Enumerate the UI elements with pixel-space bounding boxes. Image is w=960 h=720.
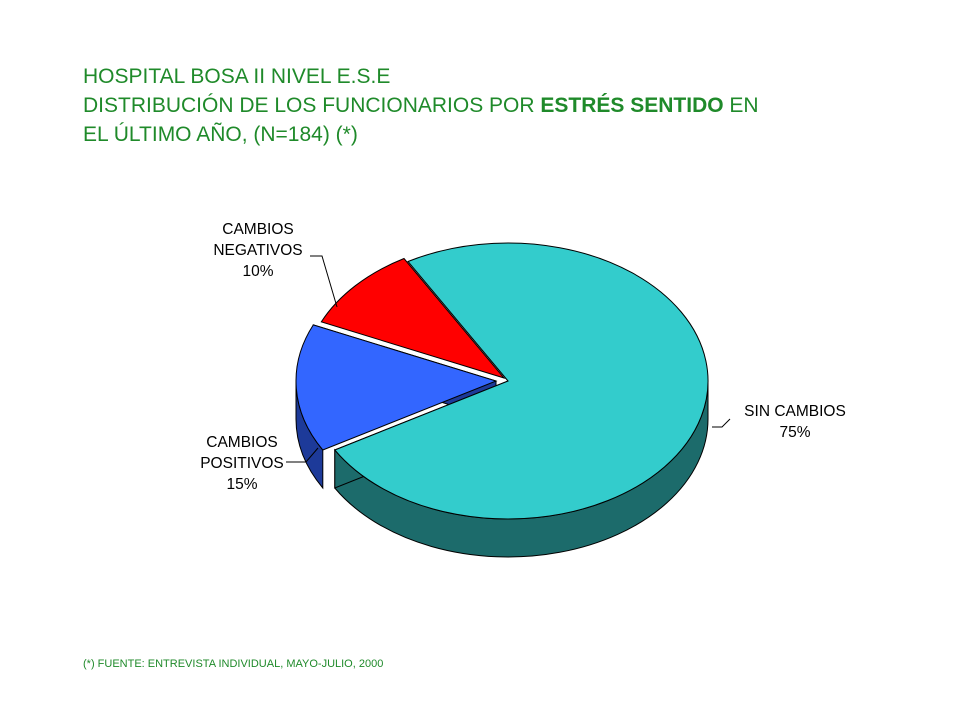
slice-0 (333, 242, 709, 520)
slice-label-2-line-0: CAMBIOS (222, 221, 293, 238)
chart-title: HOSPITAL BOSA II NIVEL E.S.E DISTRIBUCIÓ… (83, 62, 883, 149)
slice-2 (320, 257, 506, 379)
leader-line-0 (712, 418, 731, 428)
title-line-3: EL ÚLTIMO AÑO, (N=184) (*) (83, 123, 358, 146)
title-line-2: DISTRIBUCIÓN DE LOS FUNCIONARIOS POR EST… (83, 91, 883, 120)
slice-label-1-line-2: 15% (226, 476, 257, 493)
title-line-2-end: EN (723, 94, 759, 117)
leader-line-1 (286, 447, 319, 463)
slice-labels: SIN CAMBIOS 75% CAMBIOS POSITIVOS 15% CAMBIOS… (200, 221, 846, 493)
slice-label-0-line-0: SIN CAMBIOS (744, 403, 846, 420)
pie-slices (295, 242, 709, 558)
slice-label-2-line-1: NEGATIVOS (213, 242, 302, 259)
title-line-2-emphasis: ESTRÉS SENTIDO (540, 94, 724, 117)
slice-label-1-line-1: POSITIVOS (200, 455, 284, 472)
title-line-2-start: DISTRIBUCIÓN DE LOS FUNCIONARIOS POR (83, 94, 541, 117)
slice-label-0-line-1: 75% (779, 424, 810, 441)
leader-lines (286, 255, 731, 463)
source-note: (*) FUENTE: ENTREVISTA INDIVIDUAL, MAYO-… (83, 658, 384, 670)
title-line-1: HOSPITAL BOSA II NIVEL E.S.E (83, 65, 391, 88)
slice-label-2-line-2: 10% (242, 263, 273, 280)
slice-label-1-line-0: CAMBIOS (206, 434, 277, 451)
leader-line-2 (310, 255, 338, 308)
slice-1 (295, 324, 498, 451)
